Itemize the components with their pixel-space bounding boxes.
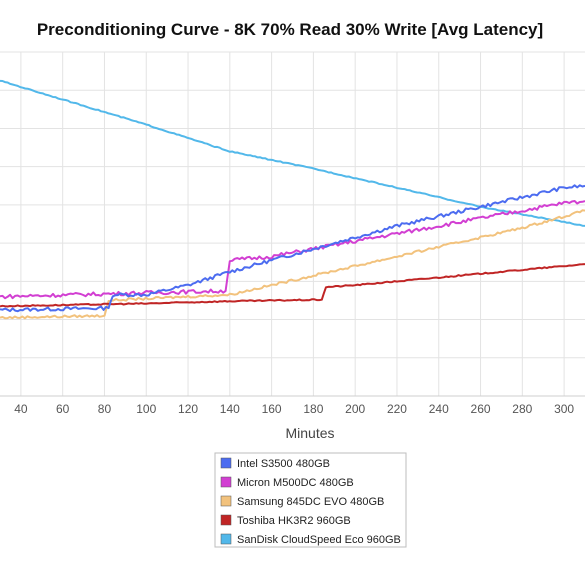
legend-label-1: Micron M500DC 480GB (237, 477, 354, 489)
legend-swatch-2 (220, 495, 232, 507)
legend-label-2: Samsung 845DC EVO 480GB (237, 496, 384, 508)
legend-swatch-1 (220, 476, 232, 488)
x-tick-label-160: 160 (262, 402, 282, 416)
legend-swatch-0 (220, 457, 232, 469)
x-tick-label-80: 80 (98, 402, 112, 416)
x-tick-label-120: 120 (178, 402, 198, 416)
x-tick-label-40: 40 (14, 402, 28, 416)
x-tick-label-180: 180 (303, 402, 323, 416)
series-layer (0, 79, 585, 320)
x-tick-label-60: 60 (56, 402, 70, 416)
x-tick-label-240: 240 (429, 402, 449, 416)
legend-box (214, 452, 407, 548)
chart-title: Preconditioning Curve - 8K 70% Read 30% … (37, 20, 543, 39)
x-axis-label: Minutes (285, 425, 334, 441)
legend-swatch-3 (220, 514, 232, 526)
x-tick-label-200: 200 (345, 402, 365, 416)
x-tick-label-100: 100 (136, 402, 156, 416)
series-line-intel-s3500-480gb (0, 184, 585, 313)
legend-swatch-4 (220, 533, 232, 545)
series-line-toshiba-hk3r2-960gb (0, 263, 585, 308)
legend-label-4: SanDisk CloudSpeed Eco 960GB (237, 534, 401, 546)
legend-label-3: Toshiba HK3R2 960GB (237, 515, 351, 527)
legend-items: Intel S3500 480GB Micron M500DC 480GB Sams… (220, 457, 401, 546)
x-tick-label-260: 260 (471, 402, 491, 416)
legend-label-0: Intel S3500 480GB (237, 458, 330, 470)
x-tick-label-140: 140 (220, 402, 240, 416)
x-tick-label-280: 280 (512, 402, 532, 416)
x-tick-label-220: 220 (387, 402, 407, 416)
tick-layer: 40 60 80 100 120 140 160 180 200 220 240 260 280 300 (14, 402, 574, 416)
series-line-micron-m500dc-480gb (0, 200, 585, 300)
series-line-samsung-845dc-evo-480gb (0, 209, 585, 320)
series-line-sandisk-cloudspeed-eco-960gb (0, 79, 585, 227)
legend: Intel S3500 480GB Micron M500DC 480GB Sams… (214, 452, 407, 548)
x-tick-label-300: 300 (554, 402, 574, 416)
